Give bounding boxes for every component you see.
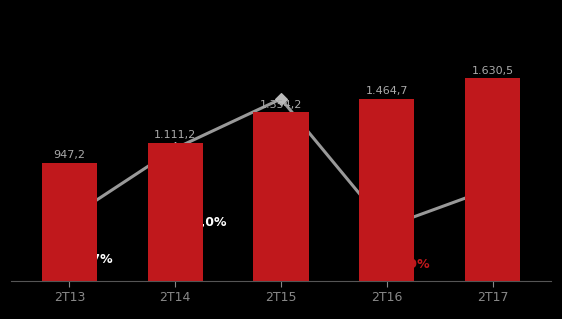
- Text: 6,4%: 6,4%: [464, 241, 498, 253]
- Point: [277, 96, 285, 101]
- Text: 1.630,5: 1.630,5: [472, 65, 514, 76]
- Point: [65, 215, 74, 220]
- Bar: [42, 163, 97, 281]
- Text: 10,0%: 10,0%: [184, 216, 227, 228]
- Text: 14,5%: 14,5%: [255, 196, 298, 209]
- Text: 1.354,2: 1.354,2: [260, 100, 302, 110]
- Point: [488, 186, 497, 191]
- Text: 1.464,7: 1.464,7: [365, 86, 408, 96]
- Text: 947,2: 947,2: [53, 151, 85, 160]
- Text: 1.111,2: 1.111,2: [154, 130, 196, 140]
- Bar: [148, 143, 203, 281]
- Bar: [253, 112, 309, 281]
- Bar: [465, 78, 520, 281]
- Text: 2,9%: 2,9%: [395, 258, 430, 271]
- Point: [382, 224, 391, 229]
- Bar: [359, 99, 414, 281]
- Text: 3,7%: 3,7%: [78, 253, 112, 266]
- Point: [171, 146, 180, 151]
